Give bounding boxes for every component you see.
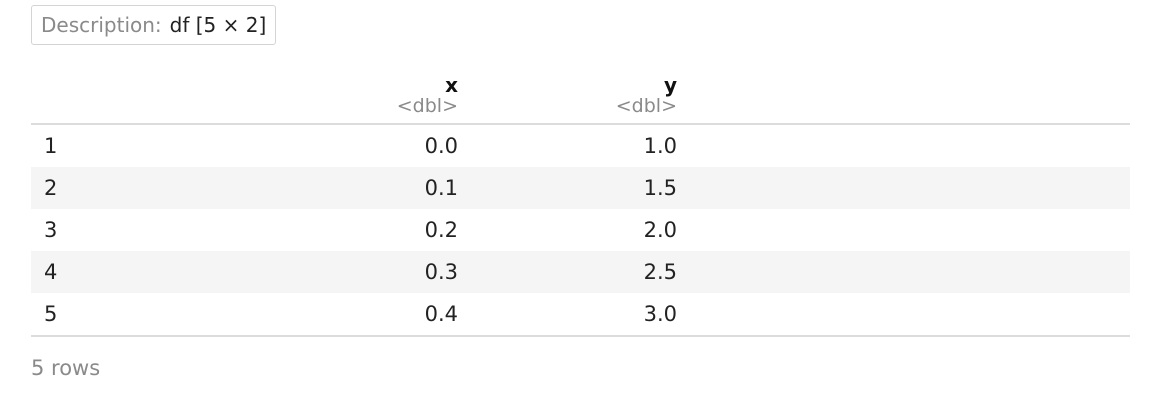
table-row: 2 0.1 1.5 — [31, 167, 1130, 209]
row-count: 5 rows — [31, 356, 101, 380]
cell-x: 0.2 — [424, 218, 458, 242]
row-index: 1 — [44, 134, 58, 158]
cell-x: 0.3 — [424, 260, 458, 284]
data-table: x <dbl> y <dbl> 1 0.0 1.0 2 0.1 1.5 3 0.… — [31, 64, 1130, 337]
table-row: 4 0.3 2.5 — [31, 251, 1130, 293]
cell-y: 1.5 — [643, 176, 677, 200]
table-header: x <dbl> y <dbl> — [31, 64, 1130, 125]
description-label: Description: — [41, 13, 162, 37]
column-header-x[interactable]: x <dbl> — [397, 64, 458, 117]
table-bottom-border — [31, 335, 1130, 337]
column-header-y[interactable]: y <dbl> — [616, 64, 677, 117]
cell-y: 1.0 — [643, 134, 677, 158]
description-box: Description: df [5 × 2] — [31, 5, 277, 45]
row-index: 5 — [44, 302, 58, 326]
cell-x: 0.0 — [424, 134, 458, 158]
cell-x: 0.1 — [424, 176, 458, 200]
table-row: 3 0.2 2.0 — [31, 209, 1130, 251]
row-index: 2 — [44, 176, 58, 200]
cell-y: 2.5 — [643, 260, 677, 284]
column-name: y — [663, 73, 677, 97]
column-type: <dbl> — [615, 95, 677, 117]
column-name: x — [445, 73, 458, 97]
table-row: 1 0.0 1.0 — [31, 125, 1130, 167]
cell-x: 0.4 — [424, 302, 458, 326]
row-index: 4 — [44, 260, 58, 284]
cell-y: 3.0 — [643, 302, 677, 326]
cell-y: 2.0 — [643, 218, 677, 242]
row-index: 3 — [44, 218, 58, 242]
description-value: df [5 × 2] — [169, 13, 267, 37]
table-row: 5 0.4 3.0 — [31, 293, 1130, 335]
column-type: <dbl> — [396, 95, 458, 117]
